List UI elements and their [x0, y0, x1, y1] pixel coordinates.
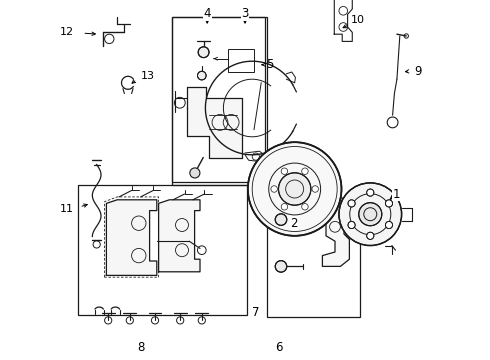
- Circle shape: [367, 189, 374, 196]
- Text: 6: 6: [275, 341, 283, 354]
- Bar: [228, 49, 254, 72]
- Text: 2: 2: [290, 217, 297, 230]
- Circle shape: [198, 47, 209, 58]
- Bar: [172, 17, 265, 182]
- Text: 8: 8: [137, 341, 144, 354]
- Circle shape: [275, 261, 287, 272]
- Bar: [78, 185, 247, 315]
- Text: 7: 7: [252, 306, 260, 319]
- Text: 3: 3: [241, 7, 249, 20]
- Text: 12: 12: [59, 27, 74, 37]
- Circle shape: [348, 200, 355, 207]
- Text: 5: 5: [266, 58, 273, 71]
- Polygon shape: [187, 87, 242, 158]
- Circle shape: [386, 221, 392, 229]
- Circle shape: [271, 186, 277, 192]
- Circle shape: [312, 186, 318, 192]
- Text: 9: 9: [414, 65, 422, 78]
- Circle shape: [190, 168, 200, 178]
- Polygon shape: [159, 200, 200, 272]
- Circle shape: [275, 214, 287, 225]
- Circle shape: [302, 168, 308, 175]
- Circle shape: [367, 232, 374, 239]
- Bar: [172, 17, 268, 185]
- Circle shape: [339, 183, 402, 246]
- Circle shape: [104, 34, 114, 44]
- Bar: [268, 200, 360, 317]
- Circle shape: [248, 142, 342, 236]
- Circle shape: [386, 200, 392, 207]
- Polygon shape: [322, 198, 349, 266]
- Circle shape: [278, 173, 311, 205]
- Text: 11: 11: [60, 204, 74, 214]
- Circle shape: [348, 221, 355, 229]
- Circle shape: [197, 71, 206, 80]
- Circle shape: [359, 203, 382, 226]
- Text: 1: 1: [392, 188, 400, 201]
- Text: 13: 13: [141, 71, 155, 81]
- Circle shape: [302, 203, 308, 210]
- Circle shape: [281, 203, 288, 210]
- Text: 10: 10: [351, 15, 365, 25]
- Polygon shape: [106, 200, 157, 275]
- Circle shape: [281, 168, 288, 175]
- Text: 4: 4: [203, 7, 211, 20]
